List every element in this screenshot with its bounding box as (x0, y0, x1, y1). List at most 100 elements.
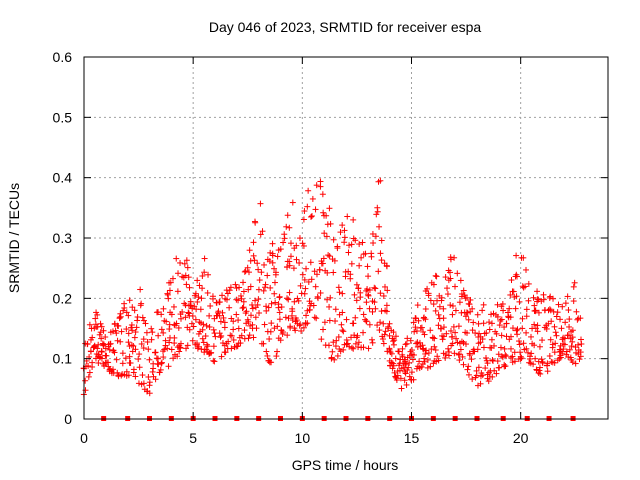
data-point (507, 291, 514, 298)
x-tick-label: 5 (189, 430, 197, 446)
data-point (433, 273, 440, 280)
data-point (237, 292, 244, 299)
data-point (205, 271, 212, 278)
data-point (135, 356, 142, 363)
data-point (120, 307, 127, 314)
data-point (246, 269, 253, 276)
data-point (496, 322, 503, 329)
data-point (410, 376, 417, 383)
data-point (118, 328, 125, 335)
data-point (202, 333, 209, 340)
data-point (520, 340, 527, 347)
data-point (129, 327, 136, 334)
data-point (254, 260, 261, 267)
data-point (246, 247, 253, 254)
data-point (544, 368, 551, 375)
data-point (378, 237, 385, 244)
data-point (89, 334, 96, 341)
data-point (331, 356, 338, 363)
data-point (98, 335, 105, 342)
data-point (276, 316, 283, 323)
data-point (206, 323, 213, 330)
data-point (408, 369, 415, 376)
data-point (181, 260, 188, 267)
data-point (376, 223, 383, 230)
data-point (363, 318, 370, 325)
data-point (558, 325, 565, 332)
data-point (374, 208, 381, 215)
data-point (551, 323, 558, 330)
data-point (164, 345, 171, 352)
data-point (113, 356, 120, 363)
data-point (87, 348, 94, 355)
data-point (513, 252, 520, 259)
data-point (483, 354, 490, 361)
data-point (565, 353, 572, 360)
data-point (499, 301, 506, 308)
data-point (511, 349, 518, 356)
data-point (146, 356, 153, 363)
data-point (239, 305, 246, 312)
data-point (514, 326, 521, 333)
data-point (565, 332, 572, 339)
data-point (368, 336, 375, 343)
data-point (329, 348, 336, 355)
data-point (391, 369, 398, 376)
data-point (245, 286, 252, 293)
data-point (369, 230, 376, 237)
data-point (212, 333, 219, 340)
data-point (379, 336, 386, 343)
data-point (566, 316, 573, 323)
data-point (431, 343, 438, 350)
data-point (455, 323, 462, 330)
data-point (546, 352, 553, 359)
data-point (493, 330, 500, 337)
data-point (530, 361, 537, 368)
data-point (265, 304, 272, 311)
data-point (149, 329, 156, 336)
data-point (447, 327, 454, 334)
data-point (409, 356, 416, 363)
data-point (449, 333, 456, 340)
data-point (242, 310, 249, 317)
data-point (457, 277, 464, 284)
data-point (464, 366, 471, 373)
data-point (473, 372, 480, 379)
data-point (384, 287, 391, 294)
data-point (416, 358, 423, 365)
data-point (211, 358, 218, 365)
data-point (352, 314, 359, 321)
data-point (227, 284, 234, 291)
data-point (173, 255, 180, 262)
y-tick-label: 0.3 (53, 230, 73, 246)
data-point (94, 345, 101, 352)
data-point (302, 285, 309, 292)
data-point (225, 338, 232, 345)
data-point (174, 353, 181, 360)
data-point (100, 342, 107, 349)
data-point (488, 336, 495, 343)
data-point (288, 312, 295, 319)
data-point (421, 355, 428, 362)
data-point (187, 302, 194, 309)
data-point (293, 242, 300, 249)
data-point (509, 325, 516, 332)
data-point (247, 283, 254, 290)
data-point (293, 317, 300, 324)
data-point (123, 309, 130, 316)
data-point (332, 343, 339, 350)
data-point (148, 336, 155, 343)
data-point (427, 327, 434, 334)
y-axis-label: SRMTID / TECUs (6, 183, 22, 293)
data-point (339, 327, 346, 334)
data-point (475, 364, 482, 371)
data-point (394, 372, 401, 379)
data-point (109, 328, 116, 335)
data-point (544, 362, 551, 369)
data-point (547, 307, 554, 314)
data-point (392, 355, 399, 362)
data-point (480, 320, 487, 327)
data-point (575, 341, 582, 348)
data-point (292, 327, 299, 334)
data-point (86, 321, 93, 328)
